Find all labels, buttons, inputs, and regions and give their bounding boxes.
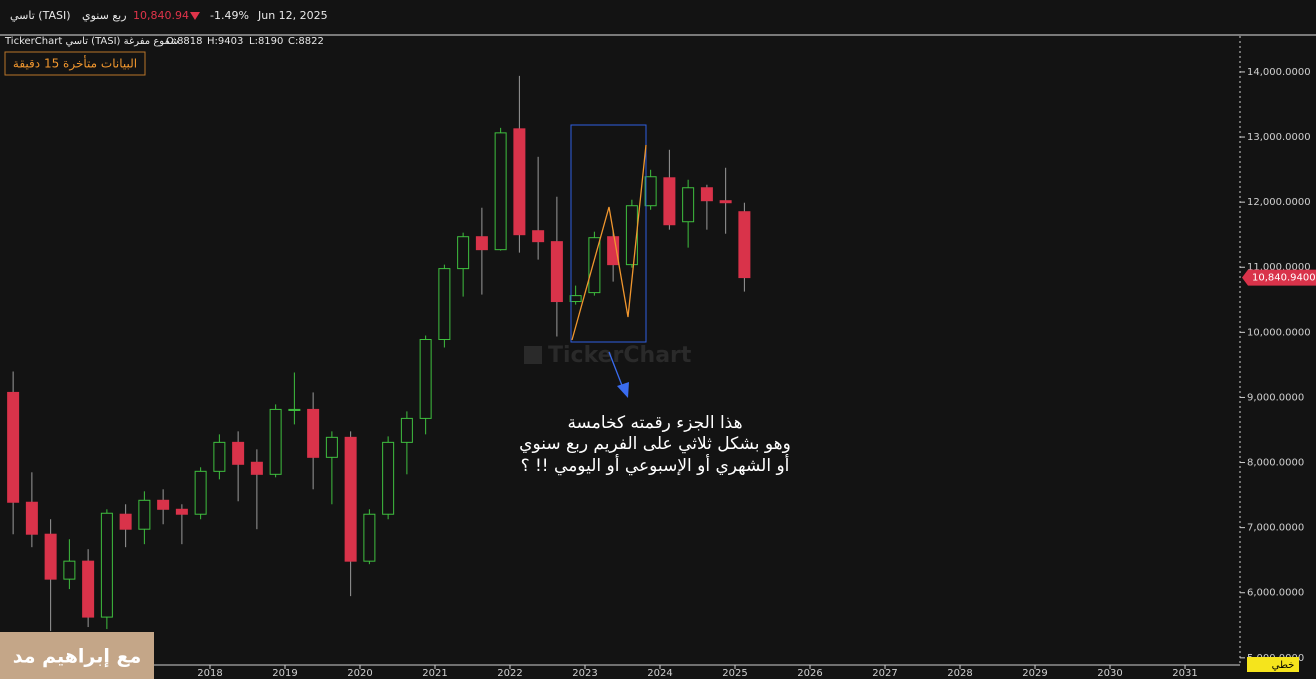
x-tick-label: 2031 — [1172, 668, 1197, 679]
x-tick-label: 2028 — [947, 668, 972, 679]
style-button[interactable] — [1247, 657, 1299, 672]
candle-body — [175, 508, 188, 515]
y-tick-label: 8,000.0000 — [1247, 458, 1304, 469]
x-tick-label: 2023 — [572, 668, 597, 679]
y-tick-label: 11,000.0000 — [1247, 262, 1311, 273]
x-tick-label: 2022 — [497, 668, 522, 679]
candle-body — [607, 236, 620, 266]
ohlc-open: O:8818 — [166, 36, 203, 47]
x-tick-label: 2026 — [797, 668, 822, 679]
candle-body — [325, 436, 338, 458]
candle-body — [138, 499, 151, 530]
delay-notice: البيانات متأخرة 15 دقيقة — [13, 55, 137, 72]
candle-body — [382, 441, 395, 515]
x-tick-label: 2024 — [647, 668, 672, 679]
candle-body — [232, 441, 245, 465]
candle-body — [119, 513, 132, 530]
candle-body — [400, 417, 413, 443]
candle-body — [7, 391, 20, 503]
candle-body — [438, 268, 451, 340]
wave-drawing — [571, 144, 647, 341]
y-tick-label: 9,000.0000 — [1247, 392, 1304, 403]
y-tick-label: 10,000.0000 — [1247, 327, 1311, 338]
candle-body — [588, 237, 601, 294]
last-price-tag — [1242, 269, 1316, 286]
ohlc-close: C:8822 — [288, 36, 324, 47]
candle-body — [363, 513, 376, 562]
candle-body — [494, 132, 507, 251]
y-tick-label: 12,000.0000 — [1247, 197, 1311, 208]
arrow-head — [617, 382, 629, 398]
candle-body — [738, 211, 751, 279]
annotation-line: وهو بشكل ثلاثي على الفريم ربع سنوي — [519, 434, 791, 454]
x-tick-label: 2030 — [1097, 668, 1122, 679]
candle-body — [513, 128, 526, 236]
candle-body — [344, 436, 357, 562]
overlay-text: مع إبراهيم مد — [13, 646, 142, 668]
y-tick-label: 6,000.0000 — [1247, 588, 1304, 599]
highlight-box — [570, 124, 647, 343]
candle-body — [700, 187, 713, 202]
overlay-box — [0, 632, 154, 679]
x-tick-label: 2019 — [272, 668, 297, 679]
x-tick-label: 2020 — [347, 668, 372, 679]
x-tick-label: 2025 — [722, 668, 747, 679]
down-arrow-icon — [190, 12, 200, 20]
x-tick-label: 2021 — [422, 668, 447, 679]
symbol: تاسي (TASI) — [10, 9, 71, 22]
candle-body — [63, 560, 76, 580]
candle-body — [82, 560, 95, 618]
candle-body — [307, 408, 320, 458]
annotation-line: أو الشهري أو الإسبوعي أو اليومي !! ؟ — [521, 454, 790, 476]
candle-body — [550, 241, 563, 303]
candle-body — [250, 461, 263, 475]
candle-body — [532, 230, 545, 243]
candle-body — [44, 533, 57, 580]
watermark-logo — [524, 346, 542, 364]
y-tick-label: 13,000.0000 — [1247, 132, 1311, 143]
change: -1.49% — [210, 9, 249, 22]
ohlc-low: L:8190 — [249, 36, 283, 47]
period: ربع سنوي — [82, 9, 127, 22]
ohlc-high: H:9403 — [207, 36, 243, 47]
candle-body — [25, 501, 38, 535]
candle-body — [100, 512, 113, 618]
price: 10,840.94 — [133, 9, 189, 22]
x-tick-label: 2027 — [872, 668, 897, 679]
delay-notice-box — [4, 51, 146, 76]
annotation-line: هذا الجزء رقمته كخامسة — [567, 413, 742, 433]
candle-body — [419, 338, 432, 419]
arrow-shaft — [608, 351, 624, 389]
candle-body — [682, 187, 695, 223]
y-tick-label: 14,000.0000 — [1247, 67, 1311, 78]
candle-body — [719, 200, 732, 204]
candle-body — [457, 236, 470, 270]
candle-body — [157, 499, 170, 510]
x-tick-label: 2029 — [1022, 668, 1047, 679]
candle-body — [475, 236, 488, 251]
candle-body — [644, 176, 657, 207]
style-label[interactable]: خطي — [1272, 660, 1295, 671]
candle-body — [194, 470, 207, 515]
x-tick-label: 2018 — [197, 668, 222, 679]
chart-label: TickerChart تاسي (TASI) شموع مفرغة — [4, 36, 179, 47]
watermark: TickerChart — [548, 343, 692, 368]
candle-body — [569, 295, 582, 303]
candle-body — [625, 205, 638, 266]
candle-body — [269, 408, 282, 475]
candle-body — [288, 408, 301, 411]
date: Jun 12, 2025 — [257, 9, 328, 22]
candle-body — [663, 177, 676, 226]
last-price-label: 10,840.9400 — [1252, 273, 1316, 284]
candle-body — [213, 441, 226, 472]
y-tick-label: 7,000.0000 — [1247, 523, 1304, 534]
